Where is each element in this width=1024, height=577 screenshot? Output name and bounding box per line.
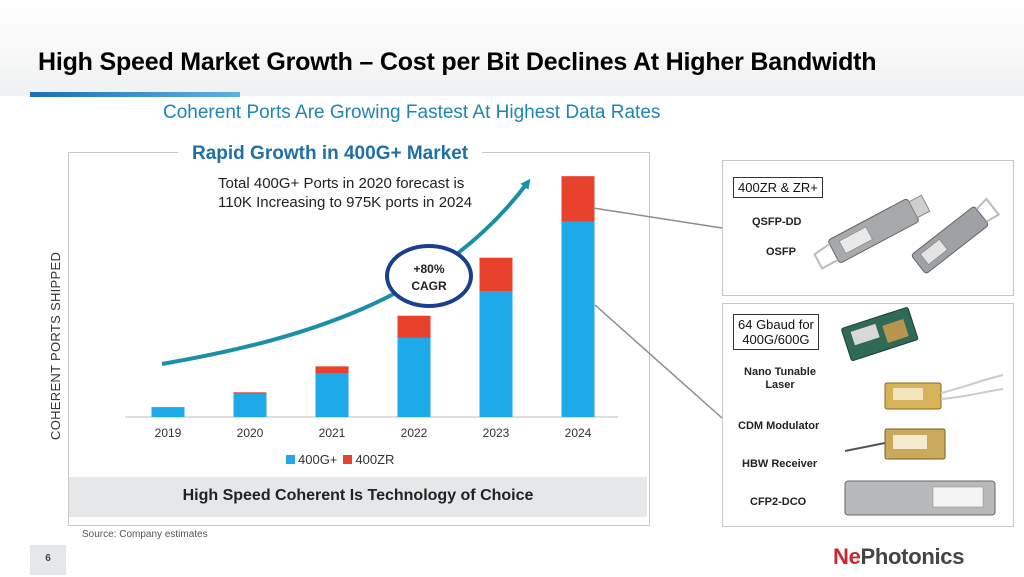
x-tick-label-2019: 2019 <box>155 426 182 440</box>
x-tick-label-2021: 2021 <box>319 426 346 440</box>
optical-components-image <box>841 307 1004 516</box>
title-underline <box>30 92 240 97</box>
product-label-hbw-receiver: HBW Receiver <box>742 458 818 470</box>
bar-400g-2019 <box>151 407 185 417</box>
callout-64gbaud: 64 Gbaud for 400G/600G <box>733 314 819 350</box>
chart-footer-text: High Speed Coherent Is Technology of Cho… <box>182 487 534 504</box>
legend-label-400g: 400G+ <box>298 452 338 467</box>
logo-part-2: Photonics <box>860 544 965 569</box>
product-label-qsfp-dd: QSFP-DD <box>752 216 802 228</box>
page-title: High Speed Market Growth – Cost per Bit … <box>38 48 877 76</box>
title-band <box>0 0 1024 96</box>
bar-400zr-2020 <box>233 392 267 394</box>
x-tick-label-2024: 2024 <box>565 426 592 440</box>
transceiver-modules-image <box>813 194 1001 274</box>
chart-heading: Rapid Growth in 400G+ Market <box>178 143 483 165</box>
callout-400zr: 400ZR & ZR+ <box>733 177 823 198</box>
chart-note-line-1: Total 400G+ Ports in 2020 forecast is <box>218 175 465 192</box>
chart-note-line-2: 110K Increasing to 975K ports in 2024 <box>218 194 473 211</box>
growth-curve-arrow <box>161 178 531 366</box>
product-label-nano-tunable-laser: Nano Tunable Laser <box>744 366 816 391</box>
x-tick-label-2020: 2020 <box>237 426 264 440</box>
product-label-osfp: OSFP <box>766 246 796 258</box>
bar-400zr-2024 <box>561 176 595 222</box>
bar-400g-2020 <box>233 393 267 417</box>
footer-band <box>69 477 647 517</box>
page-number: 6 <box>45 553 51 564</box>
bar-400g-2021 <box>315 373 349 417</box>
x-tick-label-2023: 2023 <box>483 426 510 440</box>
chart-legend: 400G+ 400ZR <box>286 452 394 467</box>
slide-subtitle: Coherent Ports Are Growing Fastest At Hi… <box>163 102 661 123</box>
source-note: Source: Company estimates <box>82 529 208 540</box>
bar-400g-2023 <box>479 291 513 417</box>
bar-400zr-2023 <box>479 257 513 292</box>
legend-swatch-400zr <box>343 455 353 464</box>
page-number-box <box>30 545 66 575</box>
callout-64gbaud-line-1: 64 Gbaud for <box>738 317 814 332</box>
pointer-line-b <box>594 304 723 419</box>
pointer-line-a <box>592 207 723 229</box>
neophotonics-logo: NePhotonics <box>833 544 964 570</box>
y-axis-label: COHERENT PORTS SHIPPED <box>48 251 63 440</box>
bar-400g-2024 <box>561 221 595 417</box>
bar-400zr-2022 <box>397 315 431 338</box>
product-label-cfp2-dco: CFP2-DCO <box>750 496 807 508</box>
logo-part-1: Ne <box>833 544 861 569</box>
x-tick-label-2022: 2022 <box>401 426 428 440</box>
cagr-percent: +80% <box>413 262 445 276</box>
bar-400zr-2021 <box>315 366 349 374</box>
product-label-cdm-modulator: CDM Modulator <box>738 420 820 432</box>
legend-swatch-400g <box>286 455 295 464</box>
legend-label-400zr: 400ZR <box>355 452 395 467</box>
callout-64gbaud-line-2: 400G/600G <box>742 332 810 347</box>
bar-400g-2022 <box>397 337 431 417</box>
cagr-badge <box>385 244 473 308</box>
cagr-label: CAGR <box>411 279 447 293</box>
